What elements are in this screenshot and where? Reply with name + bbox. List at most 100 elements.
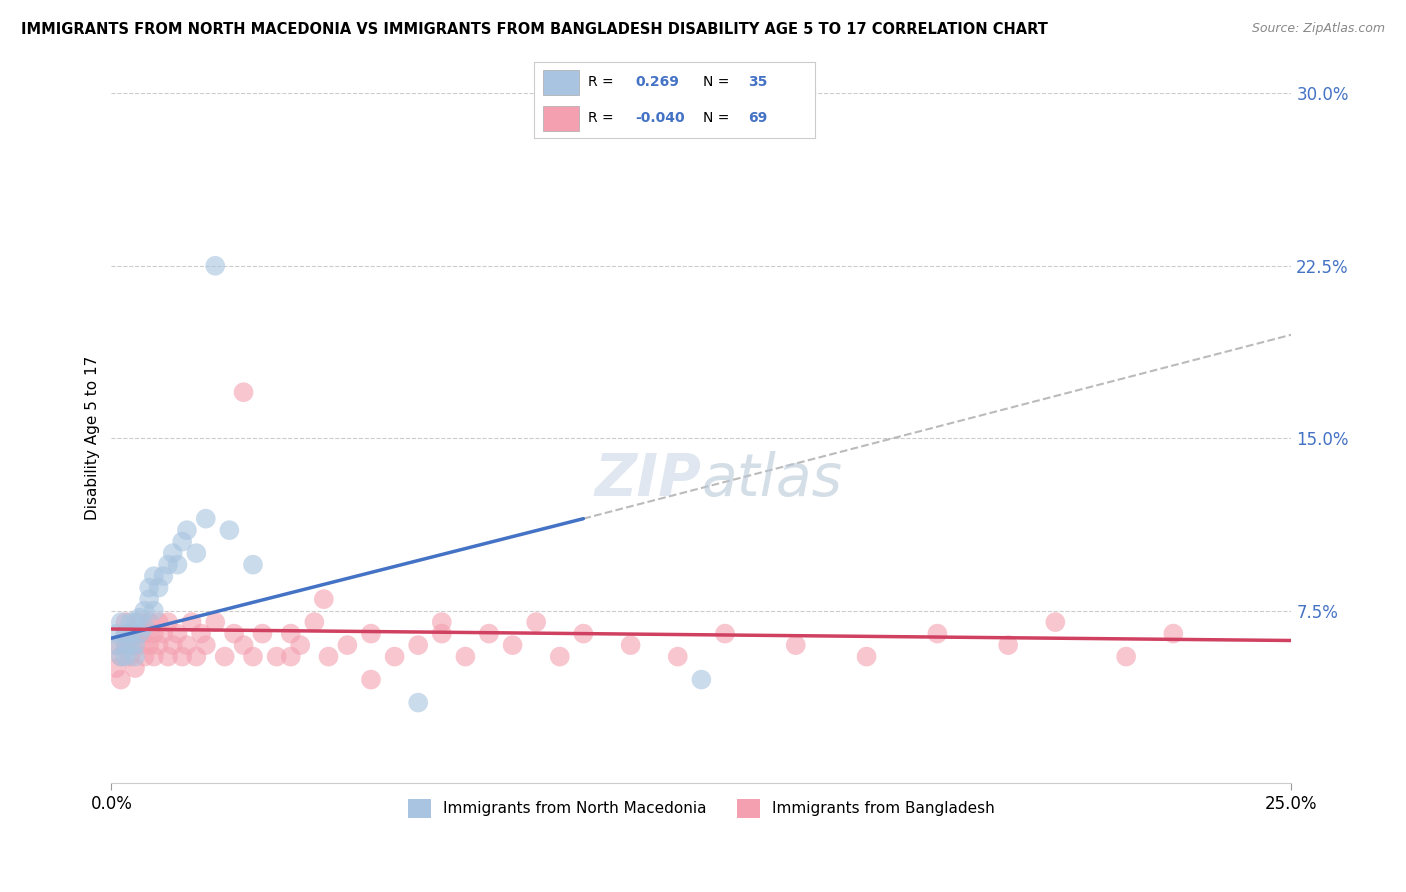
Point bbox=[312, 592, 335, 607]
Point bbox=[162, 638, 184, 652]
Point bbox=[502, 638, 524, 652]
Point bbox=[142, 649, 165, 664]
Point bbox=[1045, 615, 1067, 629]
Point bbox=[120, 638, 142, 652]
Point bbox=[454, 649, 477, 664]
Point bbox=[120, 626, 142, 640]
Point bbox=[232, 385, 254, 400]
Point bbox=[194, 638, 217, 652]
Point bbox=[430, 615, 453, 629]
Point bbox=[134, 620, 156, 634]
Point bbox=[105, 661, 128, 675]
Point bbox=[114, 649, 136, 664]
Text: R =: R = bbox=[588, 75, 613, 89]
Point bbox=[114, 626, 136, 640]
Point bbox=[110, 673, 132, 687]
Point bbox=[157, 558, 180, 572]
Point bbox=[166, 558, 188, 572]
Point bbox=[138, 638, 160, 652]
Point bbox=[114, 615, 136, 629]
Point bbox=[152, 569, 174, 583]
Point bbox=[430, 626, 453, 640]
Point bbox=[172, 534, 194, 549]
Point bbox=[142, 604, 165, 618]
Point bbox=[180, 615, 202, 629]
Point bbox=[172, 649, 194, 664]
Point bbox=[176, 523, 198, 537]
Text: IMMIGRANTS FROM NORTH MACEDONIA VS IMMIGRANTS FROM BANGLADESH DISABILITY AGE 5 T: IMMIGRANTS FROM NORTH MACEDONIA VS IMMIG… bbox=[21, 22, 1047, 37]
Point bbox=[1163, 626, 1185, 640]
Text: -0.040: -0.040 bbox=[636, 111, 685, 125]
Point bbox=[218, 523, 240, 537]
Point bbox=[124, 615, 146, 629]
Point bbox=[572, 626, 595, 640]
Point bbox=[105, 638, 128, 652]
Point bbox=[997, 638, 1019, 652]
Point bbox=[186, 649, 208, 664]
Point bbox=[232, 638, 254, 652]
Bar bbox=[543, 105, 579, 130]
Point bbox=[124, 661, 146, 675]
Point bbox=[406, 696, 429, 710]
Point bbox=[114, 638, 136, 652]
Point bbox=[162, 546, 184, 560]
Point bbox=[478, 626, 501, 640]
Point bbox=[110, 649, 132, 664]
Point bbox=[336, 638, 359, 652]
Point bbox=[190, 626, 212, 640]
Text: ZIP: ZIP bbox=[595, 451, 702, 508]
Point bbox=[148, 638, 170, 652]
Point bbox=[134, 626, 156, 640]
Point bbox=[186, 546, 208, 560]
Point bbox=[128, 638, 150, 652]
Point bbox=[280, 626, 302, 640]
Point bbox=[120, 649, 142, 664]
Point bbox=[124, 649, 146, 664]
Point bbox=[152, 626, 174, 640]
Point bbox=[548, 649, 571, 664]
Point bbox=[105, 626, 128, 640]
Point bbox=[114, 638, 136, 652]
Point bbox=[110, 649, 132, 664]
Text: 0.269: 0.269 bbox=[636, 75, 679, 89]
Point bbox=[194, 511, 217, 525]
Y-axis label: Disability Age 5 to 17: Disability Age 5 to 17 bbox=[86, 356, 100, 520]
Point bbox=[134, 604, 156, 618]
Text: 35: 35 bbox=[748, 75, 768, 89]
Text: 69: 69 bbox=[748, 111, 768, 125]
Point bbox=[242, 558, 264, 572]
Point bbox=[124, 638, 146, 652]
Point bbox=[384, 649, 406, 664]
Point bbox=[157, 649, 180, 664]
Point bbox=[360, 673, 382, 687]
Point bbox=[166, 626, 188, 640]
Point bbox=[204, 615, 226, 629]
Point bbox=[105, 638, 128, 652]
Point bbox=[128, 610, 150, 624]
Point bbox=[110, 615, 132, 629]
Point bbox=[304, 615, 326, 629]
Point bbox=[690, 673, 713, 687]
Point bbox=[619, 638, 641, 652]
Point bbox=[134, 649, 156, 664]
Point bbox=[714, 626, 737, 640]
Point bbox=[785, 638, 807, 652]
Point bbox=[927, 626, 949, 640]
Point bbox=[128, 615, 150, 629]
Point bbox=[242, 649, 264, 664]
Point bbox=[120, 638, 142, 652]
Point bbox=[120, 615, 142, 629]
Point bbox=[148, 615, 170, 629]
Text: N =: N = bbox=[703, 111, 730, 125]
Point bbox=[142, 626, 165, 640]
Point bbox=[855, 649, 877, 664]
Point bbox=[214, 649, 236, 664]
Point bbox=[138, 592, 160, 607]
Point bbox=[124, 626, 146, 640]
Point bbox=[666, 649, 689, 664]
Point bbox=[280, 649, 302, 664]
Point bbox=[157, 615, 180, 629]
Text: atlas: atlas bbox=[702, 451, 842, 508]
Point bbox=[204, 259, 226, 273]
Point bbox=[252, 626, 274, 640]
